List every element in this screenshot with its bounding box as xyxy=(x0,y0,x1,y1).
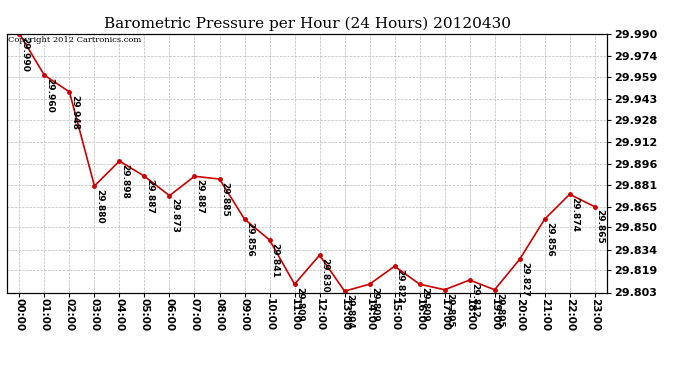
Text: 29.804: 29.804 xyxy=(346,294,355,328)
Text: 29.822: 29.822 xyxy=(395,269,404,304)
Text: 29.885: 29.885 xyxy=(221,182,230,217)
Text: 29.873: 29.873 xyxy=(170,198,179,233)
Text: 29.809: 29.809 xyxy=(295,287,304,322)
Text: 29.830: 29.830 xyxy=(321,258,330,292)
Text: 29.887: 29.887 xyxy=(195,179,204,214)
Title: Barometric Pressure per Hour (24 Hours) 20120430: Barometric Pressure per Hour (24 Hours) … xyxy=(104,17,511,31)
Text: 29.960: 29.960 xyxy=(46,78,55,113)
Text: 29.948: 29.948 xyxy=(70,94,79,130)
Text: 29.856: 29.856 xyxy=(246,222,255,257)
Text: 29.827: 29.827 xyxy=(521,262,530,297)
Text: Copyright 2012 Cartronics.com: Copyright 2012 Cartronics.com xyxy=(8,36,141,44)
Text: 29.990: 29.990 xyxy=(21,36,30,71)
Text: 29.874: 29.874 xyxy=(571,197,580,232)
Text: 29.865: 29.865 xyxy=(595,210,604,244)
Text: 29.841: 29.841 xyxy=(270,243,279,278)
Text: 29.856: 29.856 xyxy=(546,222,555,257)
Text: 29.812: 29.812 xyxy=(471,283,480,318)
Text: 29.809: 29.809 xyxy=(421,287,430,322)
Text: 29.887: 29.887 xyxy=(146,179,155,214)
Text: 29.809: 29.809 xyxy=(371,287,380,322)
Text: 29.880: 29.880 xyxy=(95,189,104,224)
Text: 29.805: 29.805 xyxy=(446,292,455,327)
Text: 29.898: 29.898 xyxy=(121,164,130,199)
Text: 29.805: 29.805 xyxy=(495,292,504,327)
